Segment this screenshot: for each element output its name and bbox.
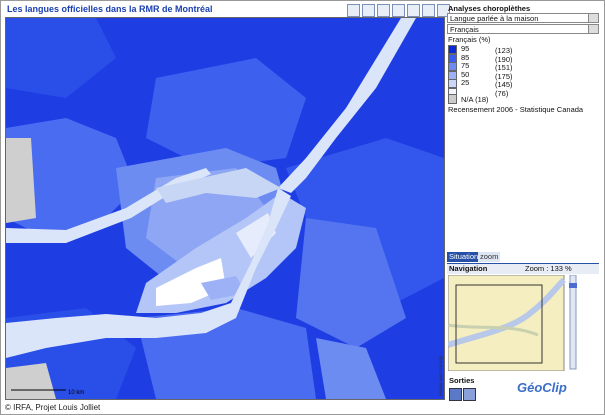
map-shape bbox=[296, 218, 406, 348]
panel-title: Analyses choroplèthes bbox=[448, 4, 531, 13]
navigation-bar bbox=[447, 263, 599, 274]
map-credit: réalisé avec Géoclip bbox=[438, 355, 443, 396]
map-shape bbox=[448, 277, 567, 348]
legend-count: (123) bbox=[495, 46, 513, 55]
tool-measure[interactable] bbox=[407, 4, 420, 17]
tool-print[interactable] bbox=[422, 4, 435, 17]
map[interactable]: 10 km réalisé avec Géoclip bbox=[5, 17, 445, 400]
legend-count: (151) bbox=[495, 63, 513, 72]
copyright: © IRFA, Projet Louis Jolliet bbox=[5, 403, 101, 412]
montreal-island bbox=[136, 193, 306, 313]
map-shape bbox=[6, 188, 291, 358]
map-shape bbox=[316, 338, 386, 399]
tool-info[interactable] bbox=[392, 4, 405, 17]
map-shape bbox=[236, 213, 276, 258]
tool-pan[interactable] bbox=[362, 4, 375, 17]
map-shape bbox=[448, 323, 539, 337]
map-shape bbox=[455, 284, 543, 364]
side-panel: Analyses choroplèthes Langue parlée à la… bbox=[445, 2, 602, 412]
legend-threshold: 85 bbox=[461, 52, 470, 62]
map-shape bbox=[6, 118, 136, 233]
legend-threshold: 25 bbox=[461, 78, 470, 87]
map-shape bbox=[6, 168, 211, 243]
logo: GéoClip bbox=[517, 380, 567, 395]
rivers bbox=[6, 18, 416, 358]
map-shape bbox=[278, 18, 416, 193]
zoom-level: Zoom : 133 % bbox=[525, 264, 572, 273]
legend-threshold: 50 bbox=[461, 69, 470, 79]
legend-title: Français (%) bbox=[448, 35, 491, 44]
tab-zoom[interactable]: zoom bbox=[478, 252, 501, 262]
output-print[interactable] bbox=[449, 388, 462, 401]
legend-count: (175) bbox=[495, 71, 513, 81]
map-shape bbox=[6, 18, 116, 98]
map-shape bbox=[156, 168, 281, 203]
variable-select[interactable]: Langue parlée à la maison bbox=[447, 13, 599, 23]
navigation-title: Navigation bbox=[449, 264, 488, 273]
map-shape bbox=[448, 275, 565, 371]
outputs-title: Sorties bbox=[449, 376, 475, 385]
tool-full[interactable] bbox=[377, 4, 390, 17]
tab-situation[interactable]: Situation bbox=[447, 252, 481, 262]
overview-map[interactable] bbox=[448, 275, 598, 371]
map-shape bbox=[6, 138, 36, 223]
legend-threshold: 75 bbox=[461, 61, 470, 70]
tool-help[interactable] bbox=[437, 4, 450, 17]
scale-label: 10 km bbox=[68, 390, 84, 396]
map-shape bbox=[569, 275, 577, 370]
source: Recensement 2006 - Statistique Canada bbox=[448, 105, 584, 114]
map-shape bbox=[146, 58, 306, 168]
legend-count: (190) bbox=[495, 54, 513, 64]
tool-zoom[interactable] bbox=[347, 4, 360, 17]
map-shape bbox=[201, 276, 246, 300]
legend-threshold: 95 bbox=[461, 44, 470, 53]
output-export[interactable] bbox=[463, 388, 476, 401]
toolbar bbox=[347, 4, 450, 17]
language-select[interactable]: Français bbox=[447, 24, 599, 34]
map-shape bbox=[569, 283, 577, 288]
legend-count: (76) bbox=[495, 88, 509, 98]
legend-count: (145) bbox=[495, 80, 513, 89]
legend-na: N/A (18) bbox=[461, 95, 489, 104]
legend-swatch bbox=[448, 94, 457, 104]
page-title: Les langues officielles dans la RMR de M… bbox=[7, 4, 213, 14]
